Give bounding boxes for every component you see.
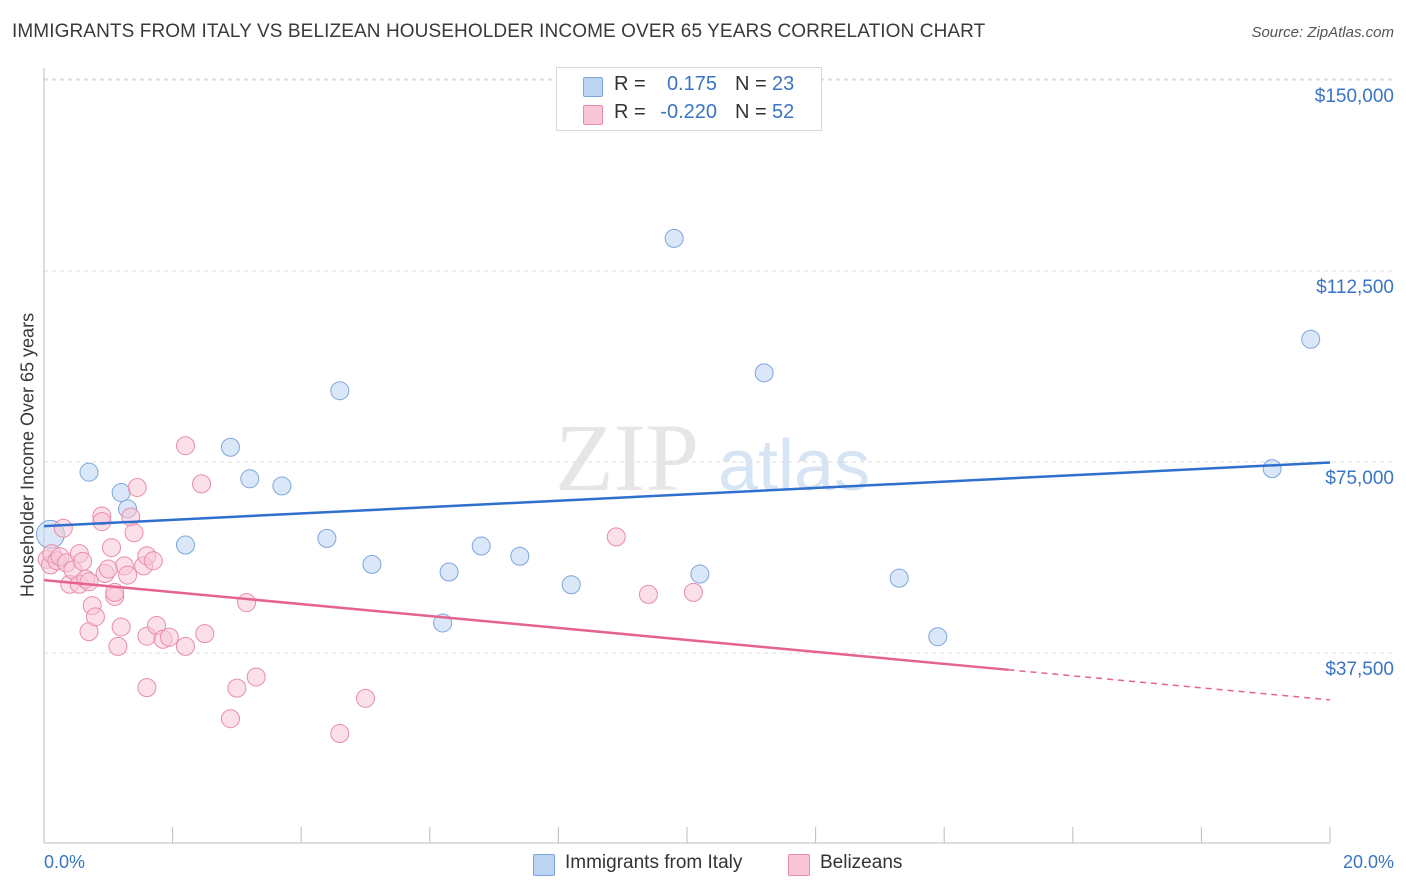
stats-box: R = 0.175 N = 23 R = -0.220 N = 52 (556, 67, 822, 131)
belizean-point (102, 538, 122, 558)
belizean-point (137, 678, 157, 698)
belizean-point (92, 512, 112, 532)
stats-swatch-italy (583, 77, 603, 97)
italy-trend-line (43, 461, 1331, 528)
n-label: N = (735, 73, 767, 95)
belizean-point (159, 627, 179, 647)
stats-swatch-belizeans (583, 105, 603, 125)
italy-point (111, 483, 131, 503)
chart-title: IMMIGRANTS FROM ITALY VS BELIZEAN HOUSEH… (12, 21, 986, 42)
y-tick-label: $37,500 (1325, 659, 1394, 680)
italy-point (754, 363, 774, 383)
belizean-point (143, 551, 163, 571)
legend-label: Belizeans (820, 852, 903, 873)
belizean-point (237, 593, 257, 613)
italy-point (1262, 459, 1282, 479)
italy-point (362, 554, 382, 574)
belizean-point (53, 518, 73, 538)
belizean-point (356, 688, 375, 708)
italy-point (690, 564, 710, 584)
belizean-point (175, 436, 195, 456)
belizean-point (220, 709, 240, 729)
belizean-point (127, 477, 147, 497)
italy-point (561, 575, 581, 595)
belizean-point (195, 624, 215, 644)
x-tick-label: 20.0% (1342, 852, 1394, 872)
belizean-point (85, 607, 105, 627)
legend: Immigrants from Italy Belizeans (0, 852, 1406, 878)
italy-point (220, 437, 240, 457)
italy-point (889, 568, 909, 588)
legend-label: Immigrants from Italy (565, 852, 743, 873)
belizean-trend-extension (1008, 669, 1331, 701)
italy-point (240, 469, 260, 489)
belizean-point (192, 474, 212, 494)
italy-point (664, 228, 684, 248)
italy-point (317, 528, 337, 548)
n-value: 23 (772, 73, 795, 95)
n-value: 52 (772, 101, 795, 123)
belizean-point (111, 617, 131, 637)
r-label: R = (614, 101, 646, 123)
belizean-point (73, 551, 93, 571)
y-tick-label: $75,000 (1325, 468, 1394, 489)
watermark-atlas: atlas (718, 426, 870, 506)
belizean-point (98, 559, 118, 579)
belizean-point (330, 723, 350, 743)
source-label: Source: ZipAtlas.com (1251, 24, 1394, 41)
belizean-point (124, 523, 144, 543)
n-label: N = (735, 101, 767, 123)
italy-point (510, 546, 530, 566)
italy-point (928, 627, 948, 647)
belizean-point (227, 678, 247, 698)
italy-point (439, 562, 459, 582)
r-value: -0.220 (660, 101, 717, 123)
italy-point (1301, 329, 1321, 349)
belizean-point (683, 582, 703, 602)
legend-swatch-italy (533, 854, 555, 876)
belizean-point (108, 636, 128, 656)
italy-point (330, 381, 350, 401)
italy-point (471, 536, 491, 556)
belizean-point (246, 667, 266, 687)
italy-point (175, 535, 195, 555)
r-value: 0.175 (666, 73, 717, 95)
belizean-point (79, 572, 99, 592)
belizean-point (175, 636, 195, 656)
belizean-trend-line (43, 578, 1009, 672)
watermark-zip: ZIP (555, 404, 699, 511)
italy-point (79, 462, 99, 482)
legend-swatch-belizeans (788, 854, 810, 876)
belizean-point (606, 527, 626, 547)
belizean-point (638, 584, 658, 604)
italy-point (272, 476, 292, 496)
r-label: R = (614, 73, 646, 95)
x-tick-label: 0.0% (44, 852, 86, 872)
y-tick-label: $150,000 (1314, 86, 1394, 107)
belizean-point (118, 565, 138, 585)
y-tick-label: $112,500 (1316, 277, 1394, 298)
